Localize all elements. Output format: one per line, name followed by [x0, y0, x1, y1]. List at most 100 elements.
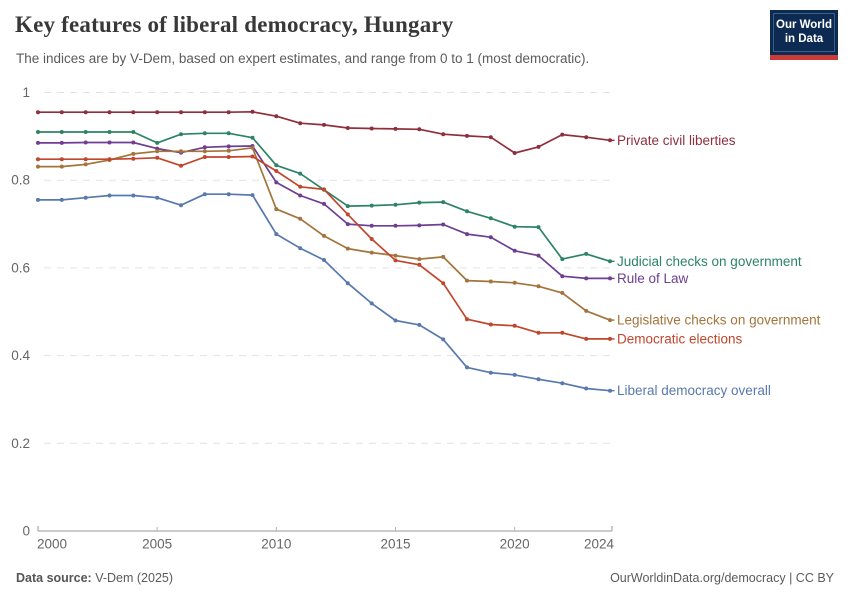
- series-point: [369, 203, 374, 208]
- series-point: [298, 246, 303, 251]
- owid-logo[interactable]: Our World in Data: [770, 10, 838, 60]
- series-point: [36, 130, 40, 134]
- series-point: [322, 201, 326, 206]
- x-tick-label: 2005: [142, 537, 172, 552]
- series-point: [274, 163, 279, 168]
- series-point: [202, 110, 207, 115]
- series-point: [131, 193, 136, 198]
- series-point: [36, 197, 40, 202]
- series-point: [369, 126, 374, 131]
- series-point: [536, 225, 541, 230]
- series-point: [298, 171, 303, 176]
- data-source-value: V-Dem (2025): [91, 571, 174, 585]
- series-point: [417, 262, 422, 267]
- series-point: [488, 370, 493, 375]
- series-point: [512, 224, 517, 229]
- series-point: [155, 195, 160, 200]
- series-label-judicial-checks-on-government: Judicial checks on government: [617, 254, 802, 269]
- series-point: [417, 127, 422, 132]
- series-point: [59, 140, 64, 145]
- series-point: [250, 145, 255, 150]
- series-point: [83, 157, 88, 162]
- series-point: [465, 365, 469, 370]
- series-label-rule-of-law: Rule of Law: [617, 271, 689, 286]
- series-point: [36, 110, 40, 115]
- series-point: [131, 130, 136, 134]
- owid-logo-text: Our World in Data: [773, 13, 835, 52]
- series-point: [226, 192, 231, 197]
- series-point: [560, 132, 565, 137]
- series-point: [274, 169, 279, 173]
- series-point: [226, 148, 231, 153]
- credit-link[interactable]: OurWorldinData.org/democracy | CC BY: [610, 571, 834, 585]
- series-point: [560, 381, 565, 386]
- series-point: [393, 258, 398, 263]
- series-point: [488, 279, 493, 284]
- series-point: [560, 274, 565, 279]
- owid-logo-line1: Our World: [776, 19, 833, 31]
- series-point: [393, 202, 398, 207]
- series-point: [393, 223, 398, 228]
- series-point: [107, 193, 112, 198]
- series-point: [274, 180, 279, 185]
- series-point: [155, 140, 160, 145]
- series-point: [36, 164, 40, 169]
- series-point: [441, 132, 446, 137]
- series-point: [536, 377, 541, 382]
- data-source-label: Data source:: [16, 571, 92, 585]
- y-tick-label: 0.6: [11, 260, 30, 275]
- series-point: [488, 135, 493, 140]
- series-point: [441, 222, 446, 227]
- series-point: [107, 140, 112, 145]
- series-point: [59, 197, 64, 202]
- series-point: [59, 110, 64, 115]
- series-point: [83, 140, 88, 145]
- series-label-legislative-checks-on-government: Legislative checks on government: [617, 313, 821, 328]
- series-point: [131, 110, 136, 115]
- series-point: [441, 281, 446, 286]
- chart-subtitle: The indices are by V-Dem, based on exper…: [16, 51, 590, 66]
- page-title: Key features of liberal democracy, Hunga…: [15, 12, 454, 37]
- y-tick-label: 0.4: [11, 348, 30, 363]
- series-point: [226, 144, 231, 149]
- series-point: [298, 193, 303, 198]
- series-point: [345, 126, 350, 130]
- series-point: [202, 149, 207, 154]
- series-point: [465, 232, 469, 237]
- series-point: [83, 130, 88, 134]
- series-point: [226, 110, 231, 115]
- series-point: [584, 336, 589, 341]
- series-point: [155, 155, 160, 160]
- series-point: [417, 322, 422, 327]
- series-label-democratic-elections: Democratic elections: [617, 331, 743, 346]
- series-point: [322, 187, 326, 192]
- x-tick-label: 2010: [261, 537, 291, 552]
- series-point: [512, 323, 517, 328]
- series-point: [488, 322, 493, 327]
- series-point: [36, 140, 40, 145]
- x-tick-label: 2000: [37, 537, 67, 552]
- series-point: [345, 212, 350, 217]
- series-point: [298, 184, 303, 189]
- x-tick-label: 2024: [584, 537, 615, 552]
- series-point: [274, 207, 279, 212]
- owid-logo-line2: in Data: [784, 33, 824, 46]
- series-point: [584, 276, 589, 281]
- series-point: [202, 145, 207, 150]
- series-point: [250, 135, 255, 140]
- series-point: [179, 149, 183, 154]
- series-point: [131, 156, 136, 161]
- series-point: [512, 372, 517, 377]
- series-point: [202, 155, 207, 159]
- series-point: [155, 110, 160, 115]
- series-point: [536, 330, 541, 335]
- series-point: [226, 131, 231, 136]
- series-point: [584, 386, 589, 391]
- series-point: [202, 192, 207, 197]
- series-point: [226, 155, 231, 159]
- series-point: [560, 257, 565, 262]
- series-line-liberal-democracy-overall: [37, 193, 611, 392]
- series-point: [274, 232, 279, 237]
- series-point: [202, 131, 207, 136]
